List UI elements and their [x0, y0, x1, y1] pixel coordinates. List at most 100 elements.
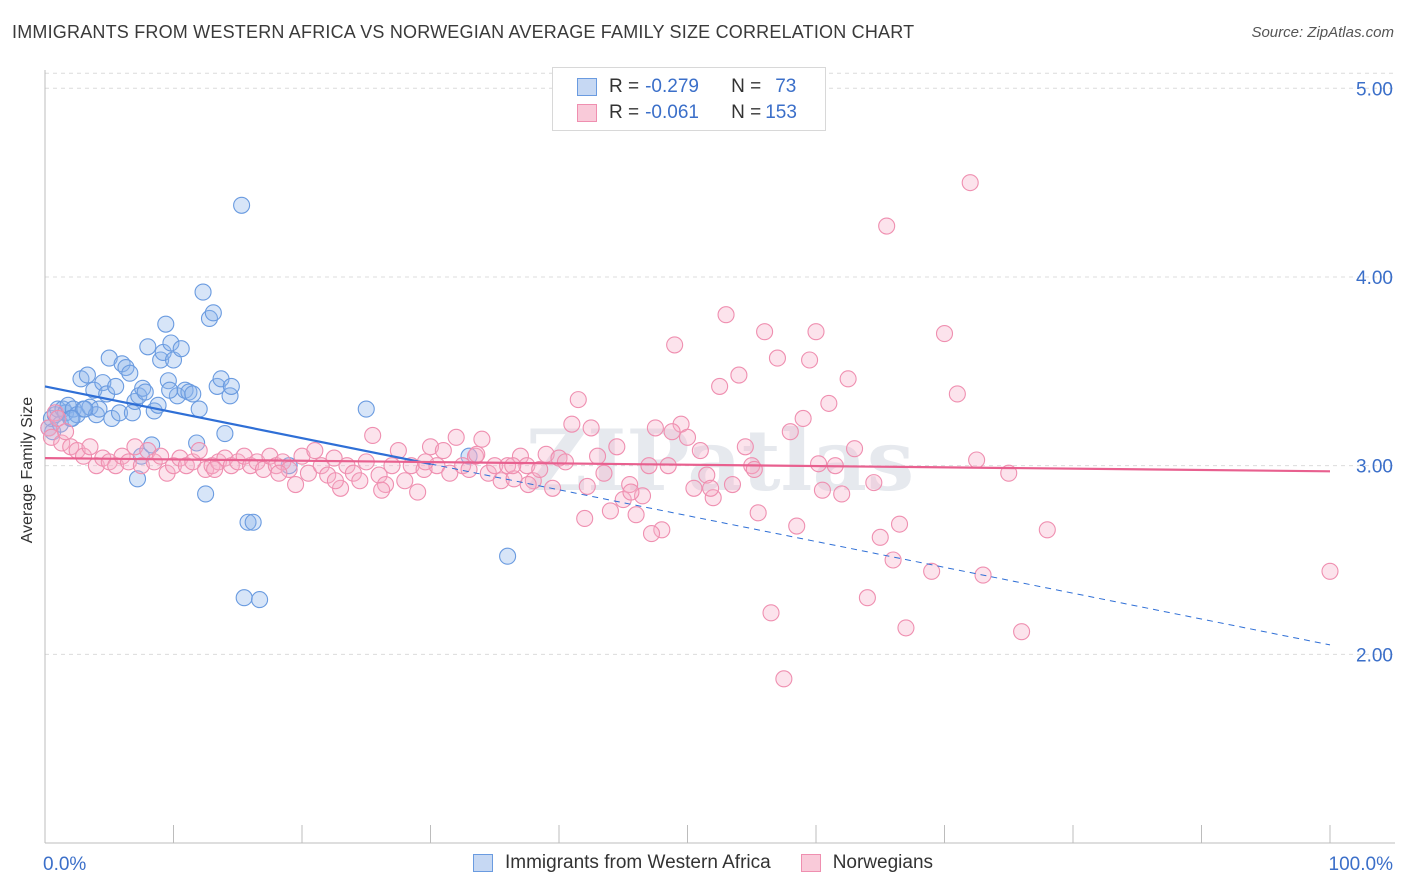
legend-item-norwegians[interactable]: Norwegians [800, 852, 934, 874]
point-norwegians [890, 515, 909, 533]
legend-row-norwegians: R = -0.061 N = 153 [577, 100, 797, 126]
legend-n-label: N = [731, 102, 762, 123]
point-norwegians [781, 423, 799, 441]
point-western-africa [110, 404, 129, 422]
point-norwegians [351, 472, 369, 490]
point-norwegians [229, 453, 247, 471]
point-norwegians [270, 464, 288, 482]
point-western-africa [128, 470, 147, 488]
point-norwegians [756, 323, 774, 341]
point-norwegians [1321, 562, 1339, 580]
point-norwegians [749, 504, 767, 522]
point-norwegians [968, 451, 986, 469]
legend-swatch-western-africa [472, 854, 493, 872]
point-norwegians [190, 442, 208, 460]
point-norwegians [145, 453, 163, 471]
point-western-africa [121, 364, 139, 382]
legend-r-label: R = [609, 102, 640, 123]
point-western-africa [157, 315, 175, 333]
point-western-africa [161, 381, 179, 399]
point-norwegians [858, 589, 876, 607]
point-western-africa [239, 513, 257, 531]
point-norwegians [801, 351, 819, 369]
point-norwegians [745, 460, 763, 478]
point-norwegians [306, 442, 324, 460]
point-norwegians [582, 419, 600, 437]
legend-label-western-africa: Immigrants from Western Africa [504, 852, 771, 873]
point-norwegians [492, 472, 510, 490]
trendline-norwegians [44, 457, 1331, 473]
point-norwegians [865, 474, 883, 492]
point-western-africa [235, 589, 253, 607]
point-norwegians [126, 438, 144, 456]
point-norwegians [642, 525, 661, 543]
point-norwegians [49, 409, 67, 428]
point-norwegians [663, 423, 681, 441]
point-western-africa [76, 400, 94, 418]
point-western-africa [197, 485, 215, 503]
point-norwegians [723, 475, 742, 494]
point-norwegians [383, 457, 401, 475]
point-norwegians [736, 438, 754, 456]
point-norwegians [81, 438, 99, 456]
legend-swatch-western-africa [577, 78, 597, 96]
point-norwegians [717, 306, 735, 324]
point-norwegians [1000, 464, 1018, 482]
point-norwegians [961, 174, 979, 192]
point-western-africa [244, 513, 262, 531]
point-western-africa [216, 425, 234, 443]
point-western-africa [357, 400, 375, 418]
trendline-western-africa [44, 385, 431, 466]
point-norwegians [113, 447, 131, 465]
legend-r-value: -0.061 [645, 102, 699, 123]
point-norwegians [923, 562, 941, 580]
point-norwegians [775, 670, 793, 688]
point-norwegians [627, 506, 645, 524]
point-western-africa [190, 400, 208, 418]
y-tick-label: 3.00 [1356, 457, 1393, 478]
point-norwegians [434, 442, 452, 460]
point-norwegians [563, 415, 581, 433]
point-norwegians [373, 481, 391, 499]
legend-r-value: -0.279 [645, 76, 699, 97]
point-western-africa [107, 377, 125, 395]
point-norwegians [878, 217, 896, 235]
point-norwegians [948, 385, 966, 403]
point-western-africa [222, 377, 240, 395]
point-norwegians [473, 430, 491, 448]
point-norwegians [396, 472, 414, 490]
point-norwegians [468, 445, 486, 463]
point-norwegians [576, 509, 594, 528]
point-norwegians [206, 460, 224, 478]
legend-label-norwegians: Norwegians [832, 852, 934, 873]
legend-swatch-norwegians [800, 854, 821, 872]
legend-n-value: 73 [775, 76, 797, 97]
chart-title: IMMIGRANTS FROM WESTERN AFRICA VS NORWEG… [12, 22, 915, 42]
point-norwegians [531, 460, 549, 478]
point-norwegians [299, 464, 317, 482]
point-norwegians [691, 442, 709, 460]
point-norwegians [810, 455, 828, 473]
trendline-western-africa-extension [430, 463, 1331, 646]
point-norwegians [711, 377, 729, 395]
series-legend: Immigrants from Western Africa Norwegian… [0, 852, 1406, 874]
point-norwegians [730, 366, 748, 384]
point-norwegians [833, 485, 851, 503]
correlation-legend: R = -0.279 N = 73 R = -0.061 N = 153 [552, 67, 826, 131]
point-norwegians [839, 370, 857, 388]
point-norwegians [762, 604, 780, 622]
point-norwegians [897, 619, 915, 637]
legend-item-western-africa[interactable]: Immigrants from Western Africa [472, 852, 771, 874]
point-norwegians [666, 336, 684, 354]
point-norwegians [326, 472, 344, 490]
point-norwegians [75, 447, 93, 465]
point-norwegians [107, 457, 125, 475]
legend-swatch-norwegians [577, 104, 597, 122]
point-norwegians [595, 464, 613, 482]
point-norwegians [807, 323, 825, 341]
point-norwegians [653, 521, 671, 539]
point-norwegians [556, 453, 574, 471]
point-western-africa [162, 334, 180, 352]
point-western-africa [90, 400, 108, 418]
